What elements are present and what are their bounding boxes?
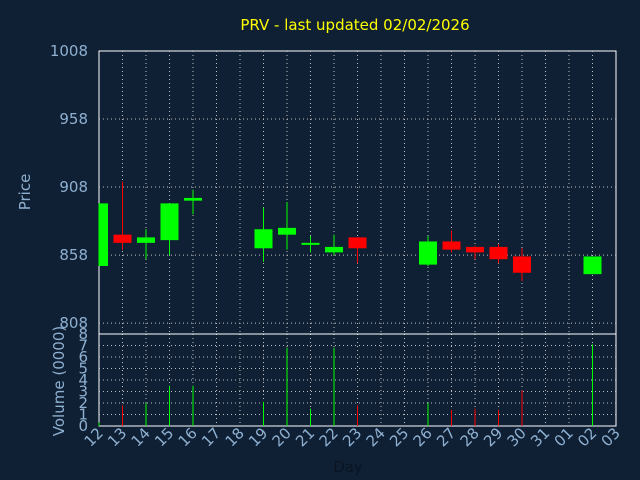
volume-tick-label: 5 xyxy=(78,360,88,378)
candle xyxy=(348,237,367,264)
candle-body xyxy=(466,246,484,253)
candle xyxy=(113,181,132,250)
candle-body xyxy=(348,237,367,249)
candle xyxy=(98,203,108,266)
chart-title: PRV - last updated 02/02/2026 xyxy=(240,16,469,34)
price-tick-label: 808 xyxy=(59,314,88,332)
price-panel: 1008 958 908 858 808 xyxy=(50,42,617,335)
volume-tick-label: 6 xyxy=(78,348,88,366)
volume-tick-label: 3 xyxy=(78,383,88,401)
candle-body xyxy=(489,246,508,260)
candle xyxy=(184,189,202,215)
candle-body xyxy=(278,227,296,235)
candle-body xyxy=(254,229,273,249)
candle xyxy=(419,236,437,266)
candle xyxy=(442,230,461,253)
price-axis-label: Price xyxy=(16,174,34,211)
volume-axis-label: Volume (0000) xyxy=(50,326,68,436)
candle-body xyxy=(184,197,202,201)
candle-body xyxy=(160,203,179,241)
candle xyxy=(160,203,179,256)
candle xyxy=(254,207,273,262)
volume-tick-label: 4 xyxy=(78,371,88,389)
x-axis-label: Day xyxy=(333,458,363,476)
volume-tick-label: 7 xyxy=(78,337,88,355)
candle-body xyxy=(137,237,155,243)
candle xyxy=(278,202,296,250)
candle xyxy=(325,234,343,256)
candle-body xyxy=(419,241,437,265)
day-axis: 1213141516171819202122232425262728293031… xyxy=(81,424,624,450)
price-tick-label: 958 xyxy=(59,110,88,128)
price-tick-label: 858 xyxy=(59,246,88,264)
volume-tick-label: 8 xyxy=(78,325,88,343)
volume-tick-label: 2 xyxy=(78,394,88,412)
candle-body xyxy=(113,234,132,243)
volume-tick-label: 1 xyxy=(78,406,88,424)
candle-body xyxy=(99,203,108,266)
volume-tick-label: 0 xyxy=(78,417,88,435)
price-tick-label: 1008 xyxy=(50,42,88,60)
candle xyxy=(489,244,508,264)
candle xyxy=(466,245,484,260)
candle xyxy=(513,248,531,281)
candle xyxy=(583,256,602,275)
candle xyxy=(137,229,155,260)
candle-body xyxy=(583,256,602,275)
candle xyxy=(301,236,320,253)
candle-body xyxy=(442,241,461,250)
price-tick-label: 908 xyxy=(59,178,88,196)
candle-body xyxy=(301,242,320,245)
candle-body xyxy=(513,256,531,273)
candle-body xyxy=(325,246,343,253)
